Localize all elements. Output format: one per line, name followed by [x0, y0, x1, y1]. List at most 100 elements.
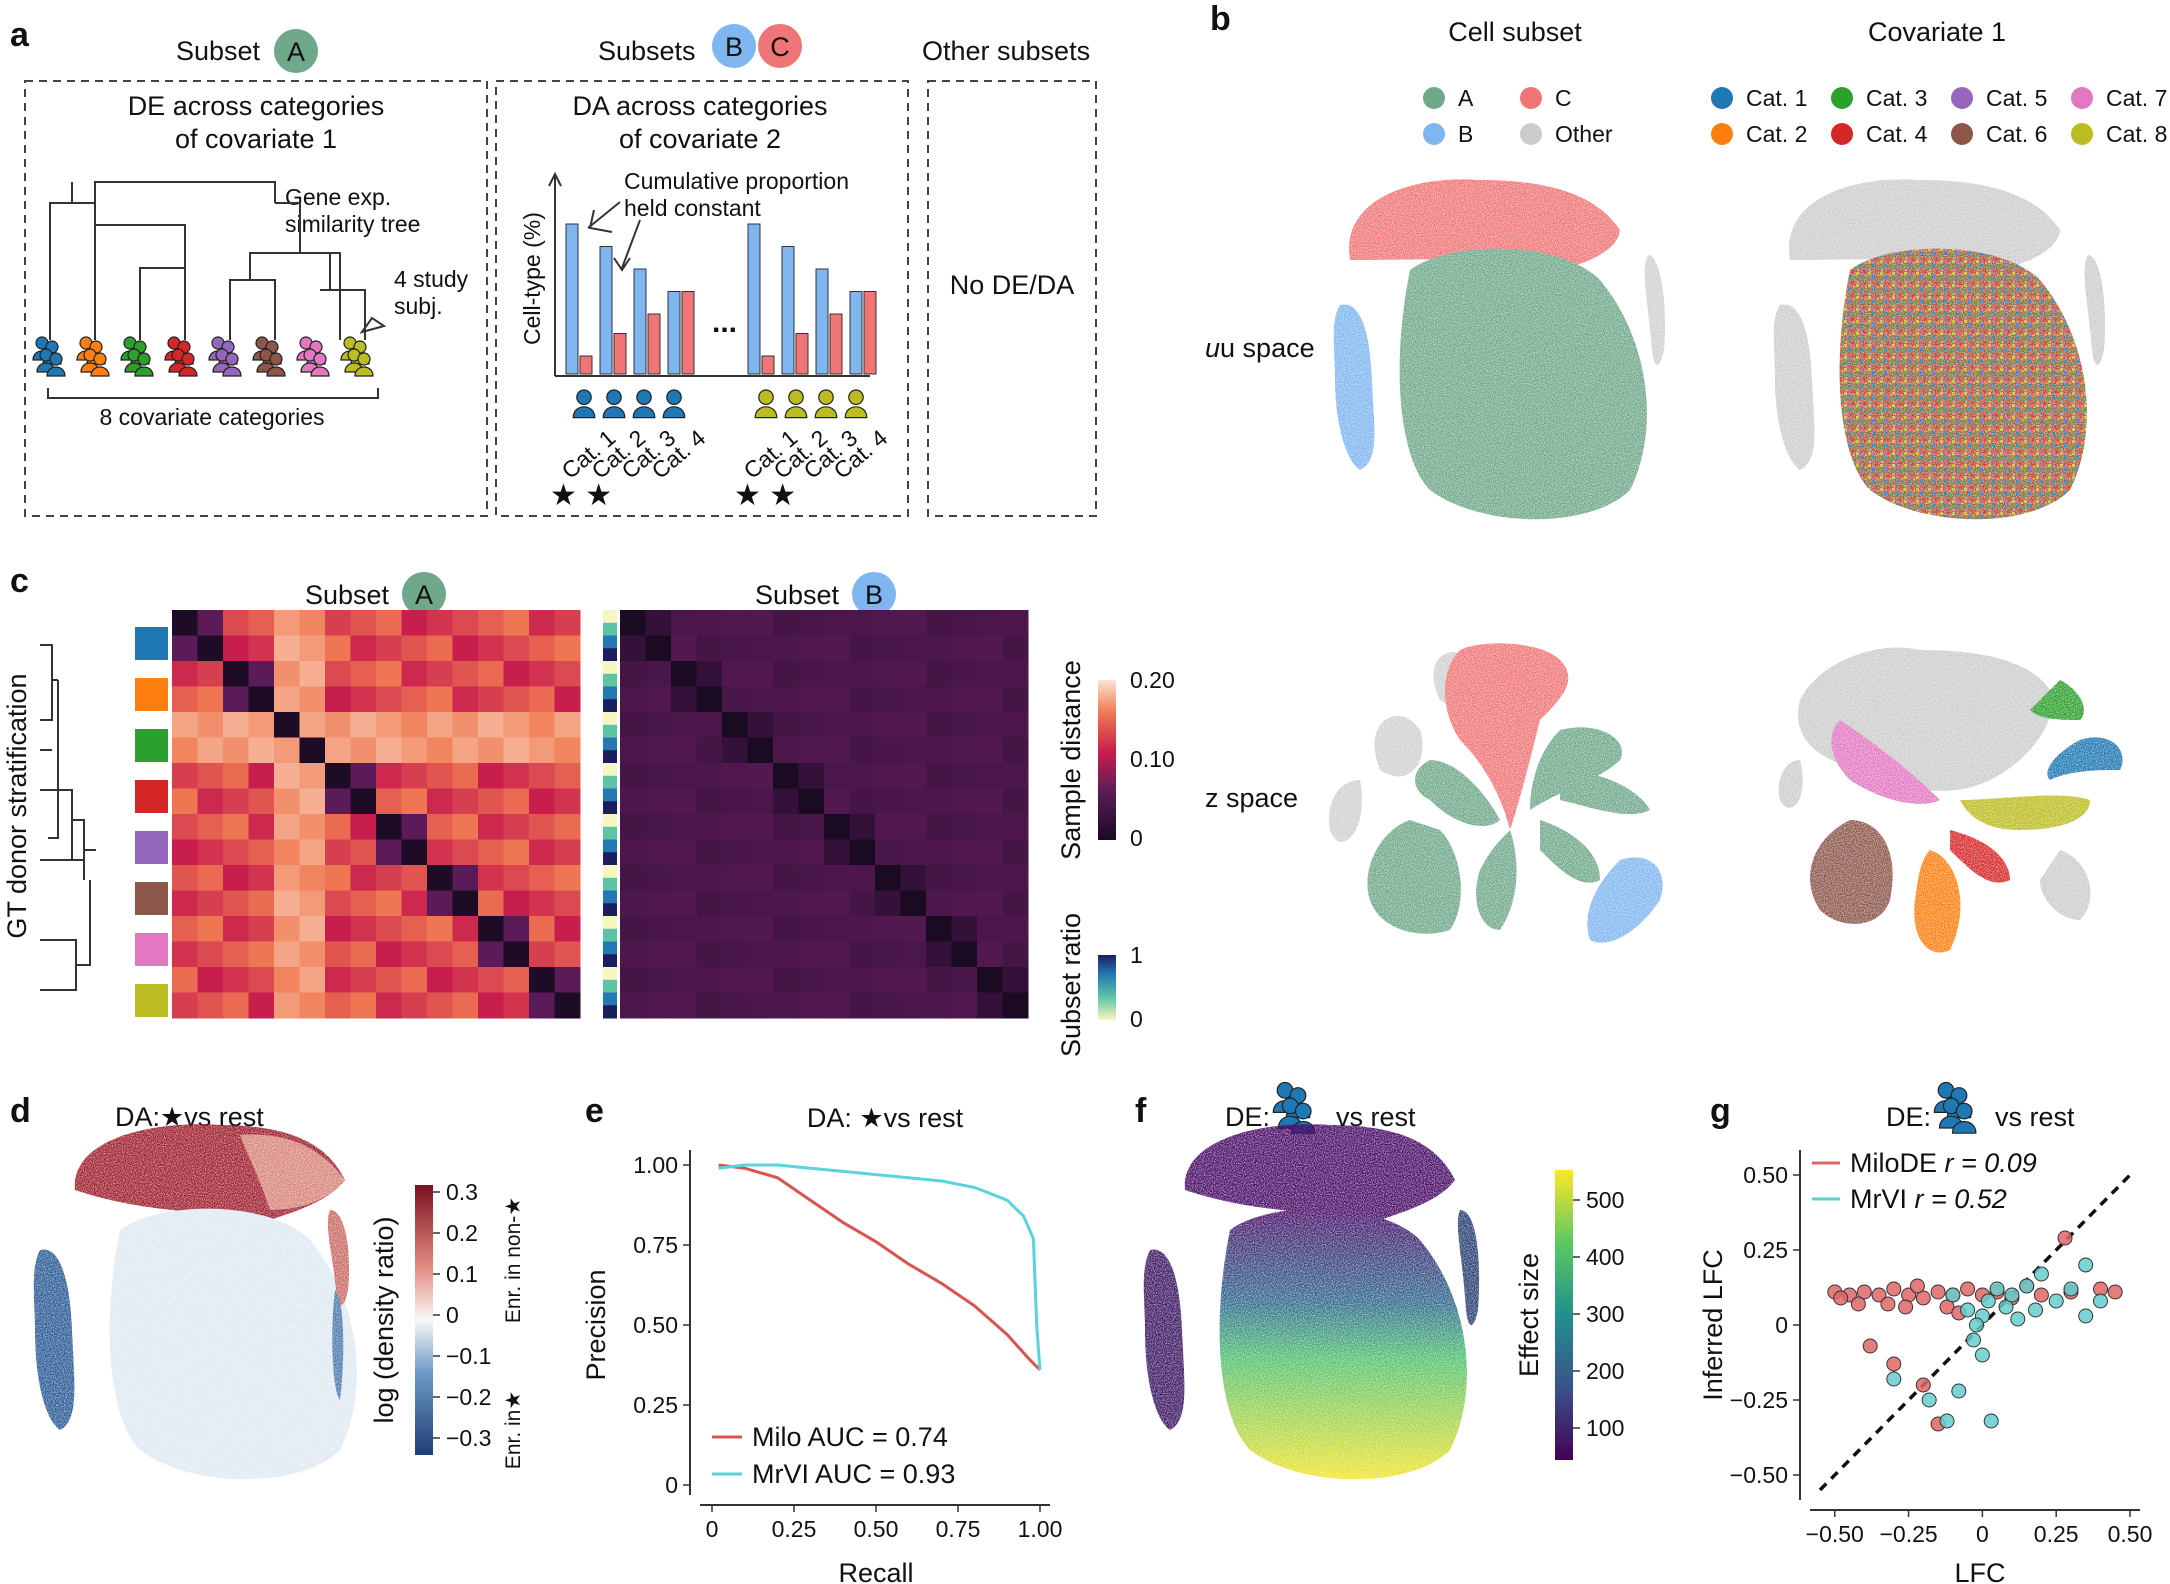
ratio-cell	[603, 865, 617, 879]
e-title: DA: ★vs rest	[807, 1103, 964, 1133]
heatA-cell	[223, 814, 249, 840]
legend-dot-Cat2	[1711, 123, 1733, 145]
heatA-cell	[427, 763, 453, 789]
g-point-MiloDE-3	[1871, 1287, 1887, 1303]
heatA-cell	[325, 992, 351, 1019]
heatB-cell	[696, 992, 723, 1019]
heatB-cell	[671, 814, 697, 840]
heatB-cell	[671, 839, 697, 866]
heatB-cell	[875, 916, 901, 942]
heatA-cell	[478, 635, 504, 662]
heatA-cell	[478, 737, 504, 764]
g-ylabel: Inferred LFC	[1698, 1249, 1728, 1401]
ratio-cell	[603, 1005, 617, 1019]
heatA-cell	[376, 763, 402, 789]
heatA-cell	[325, 788, 351, 815]
heatA-cell	[503, 788, 530, 815]
heatA-cell	[376, 661, 402, 687]
heatA-cell	[401, 890, 428, 917]
bar-left-C-2	[613, 333, 627, 375]
g-legend-r-0: r = 0.09	[1945, 1148, 2037, 1178]
heatA-cell	[274, 763, 300, 789]
heatB-cell	[747, 763, 774, 789]
heatA-cell	[554, 610, 581, 636]
heatA-cell	[350, 916, 377, 942]
heatB-cell	[645, 992, 672, 1019]
heatB-cell	[645, 814, 672, 840]
heatA-cell	[401, 635, 428, 662]
heatB-cell	[747, 865, 774, 891]
heatB-cell	[620, 737, 646, 764]
d-tick-5: −0.2	[446, 1384, 491, 1410]
g-point-MrVI-18	[1939, 1413, 1955, 1429]
heatA-cell	[350, 686, 377, 713]
heatA-cell	[503, 839, 530, 866]
heatA-cell	[299, 992, 326, 1019]
heatA-cell	[350, 992, 377, 1019]
ratio-cell	[603, 814, 617, 828]
e-legend-label-1: MrVI AUC = 0.93	[752, 1459, 955, 1489]
heatA-cell	[478, 890, 504, 917]
heatB-cell	[747, 916, 774, 942]
badge-a-c: A	[415, 580, 433, 610]
ratio-cell	[603, 839, 617, 853]
heatB-cell	[1002, 686, 1029, 713]
tree-label-1: Gene exp.	[285, 184, 391, 210]
heatA-cell	[299, 967, 326, 993]
g-people	[1933, 1081, 1977, 1134]
heatB-cell	[645, 661, 672, 687]
heatA-cell	[376, 992, 402, 1019]
heatA-cell	[554, 916, 581, 942]
heatA-cell	[554, 712, 581, 738]
heatB-cell	[773, 686, 799, 713]
heatA-cell	[172, 941, 198, 968]
heatA-cell	[325, 661, 351, 687]
g-point-MrVI-5	[1998, 1299, 2014, 1315]
heatB-cell	[1002, 865, 1029, 891]
heatB-cell	[875, 737, 901, 764]
heatA-cell	[325, 814, 351, 840]
heatA-cell	[427, 941, 453, 968]
heatB-cell	[722, 610, 748, 636]
heatA-cell	[401, 610, 428, 636]
cbar1-tick-1: 0.10	[1130, 746, 1175, 772]
heatB-cell	[849, 763, 876, 789]
heatB-cell	[722, 814, 748, 840]
heatA-cell	[325, 712, 351, 738]
heatA-cell	[529, 865, 555, 891]
g-point-MiloDE-6	[1915, 1290, 1931, 1306]
heatA-cell	[172, 661, 198, 687]
heatB-cell	[747, 788, 774, 815]
heatA-cell	[478, 992, 504, 1019]
heatB-cell	[977, 788, 1003, 815]
ratio-cell	[603, 673, 617, 687]
heatB-cell	[951, 712, 978, 738]
heatB-cell	[747, 635, 774, 662]
heatB-cell	[875, 967, 901, 993]
heatA-cell	[503, 941, 530, 968]
heatA-cell	[452, 814, 479, 840]
people-group-5	[208, 336, 242, 377]
heatB-cell	[722, 890, 748, 917]
people-group-7	[296, 336, 330, 377]
heatA-cell	[350, 610, 377, 636]
heatA-cell	[299, 737, 326, 764]
heatA-cell	[478, 788, 504, 815]
heatB-cell	[798, 788, 825, 815]
cum-arrow-1	[587, 201, 621, 233]
bar-left-C-1	[579, 355, 593, 375]
heatB-cell	[900, 661, 927, 687]
legend-covariate: Cat. 1 Cat. 3 Cat. 5 Cat. 7 Cat. 2 Cat. 4 Cat.…	[1711, 85, 2167, 147]
heatA-cell	[401, 839, 428, 866]
heatA-cell	[452, 890, 479, 917]
heatA-cell	[427, 686, 453, 713]
heatB-cell	[645, 865, 672, 891]
heatA-cell	[299, 865, 326, 891]
legend-dot-Cat5	[1951, 87, 1973, 109]
heatB-cell	[696, 967, 723, 993]
ratio-cell	[603, 699, 617, 713]
heatB-cell	[1002, 814, 1029, 840]
e-ytick-1: 0.25	[633, 1392, 678, 1418]
heatA-cell	[223, 610, 249, 636]
heatB-cell	[900, 967, 927, 993]
